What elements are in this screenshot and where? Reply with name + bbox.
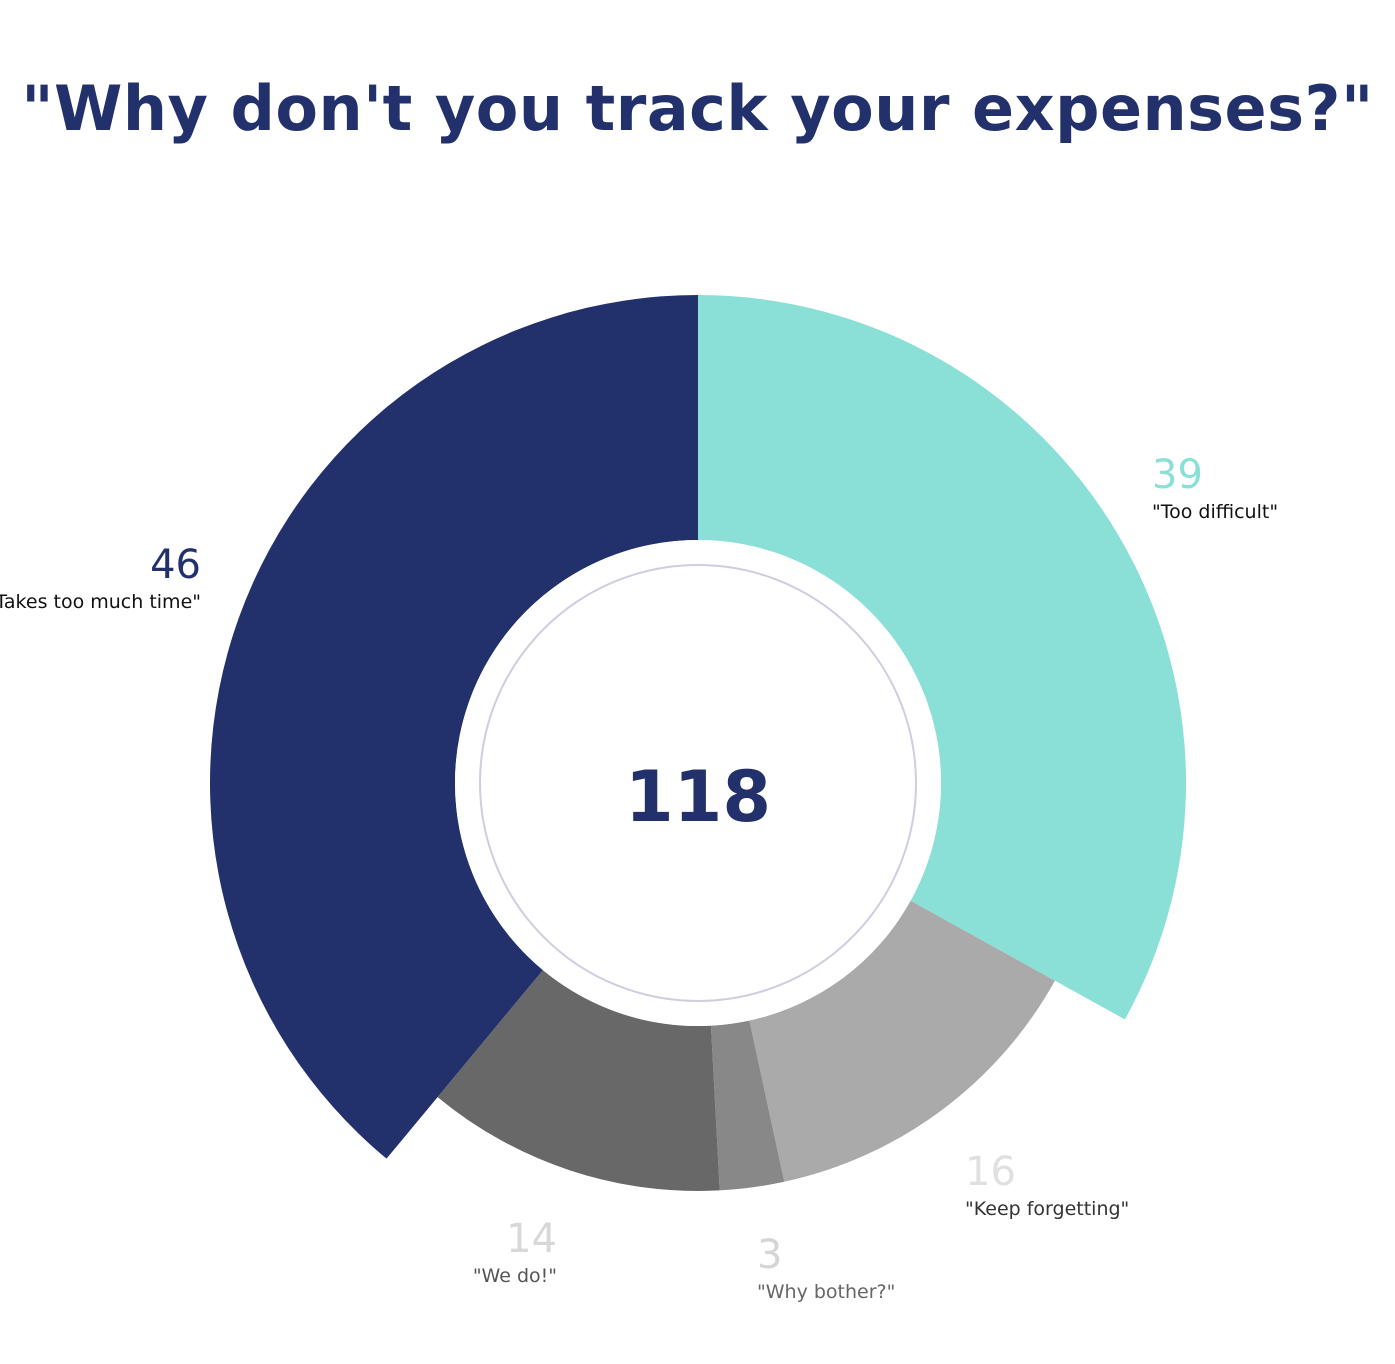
- slice-label-1: "Keep forgetting": [965, 1198, 1129, 1220]
- slice-1: [749, 900, 1055, 1182]
- slice-0: [698, 295, 1186, 1020]
- slice-value-3: 14: [506, 1216, 557, 1262]
- center-hole: [455, 540, 941, 1026]
- slice-label-2: "Why bother?": [757, 1281, 895, 1303]
- slice-3: [437, 970, 720, 1191]
- slice-label-0: "Too difficult": [1152, 501, 1278, 523]
- center-ring: [479, 564, 917, 1002]
- center-total: 118: [625, 756, 771, 838]
- slices-layer: [210, 294, 1186, 1191]
- chart-title: "Why don't you track your expenses?": [21, 72, 1374, 145]
- slice-4: [210, 294, 698, 1159]
- slice-label-3: "We do!": [473, 1265, 557, 1287]
- slice-value-0: 39: [1152, 452, 1203, 498]
- slice-value-2: 3: [757, 1232, 782, 1278]
- slice-label-4: "Takes too much time": [0, 591, 201, 613]
- slice-value-1: 16: [965, 1149, 1016, 1195]
- labels-layer: 39 "Too difficult" 16 "Keep forgetting" 3 "Wh…: [0, 452, 1278, 1303]
- slice-value-4: 46: [150, 542, 201, 588]
- slice-2: [710, 1020, 785, 1191]
